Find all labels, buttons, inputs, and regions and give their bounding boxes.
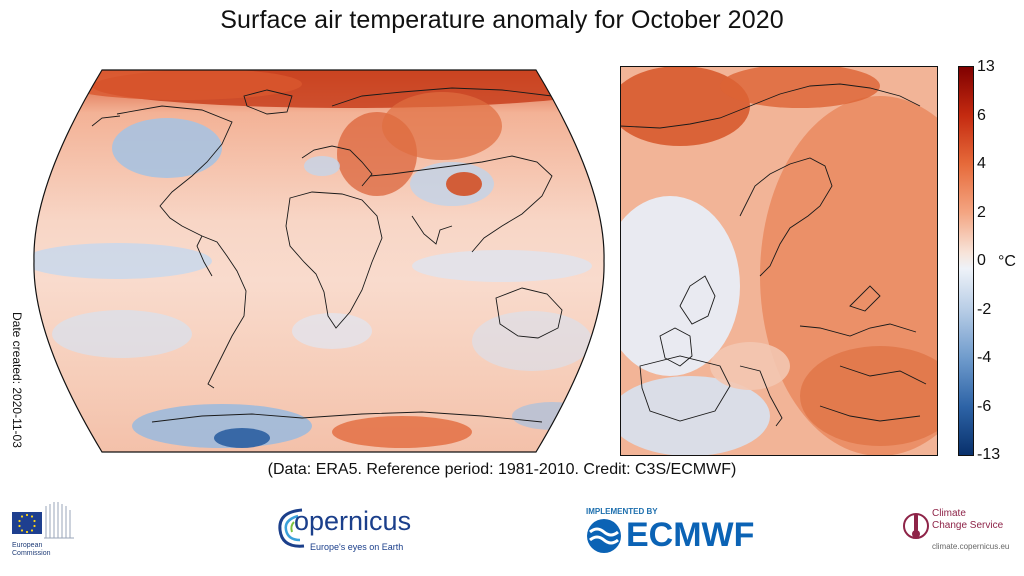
european-commission-logo: European Commission bbox=[12, 498, 76, 562]
date-created-label: Date created: 2020-11-03 bbox=[10, 312, 24, 448]
colorbar-tick: -2 bbox=[977, 301, 992, 318]
colorbar-tick: 6 bbox=[977, 107, 986, 124]
copernicus-tagline: Europe's eyes on Earth bbox=[310, 542, 404, 552]
thermometer-icon bbox=[903, 513, 929, 539]
ecmwf-logo: IMPLEMENTED BY ECMWF bbox=[586, 498, 754, 562]
europe-anomaly-map bbox=[620, 66, 938, 456]
climate-change-service-logo: Climate Change Service climate.copernicu… bbox=[902, 498, 1014, 562]
colorbar-tick: -13 bbox=[977, 446, 1001, 463]
colorbar-tick: 0 bbox=[977, 252, 986, 269]
colorbar bbox=[958, 66, 974, 456]
ecmwf-wordmark: ECMWF bbox=[626, 516, 755, 554]
colorbar-tick: 13 bbox=[977, 58, 995, 75]
chart-title: Surface air temperature anomaly for Octo… bbox=[220, 6, 784, 34]
ecmwf-wave-icon bbox=[587, 519, 621, 553]
colorbar-tick: -4 bbox=[977, 349, 992, 366]
eu-logo-text: European Commission bbox=[12, 542, 51, 557]
eu-flag-icon bbox=[12, 502, 74, 539]
copernicus-swirl-icon bbox=[278, 508, 305, 548]
colorbar-tick: -6 bbox=[977, 398, 992, 415]
c3s-url: climate.copernicus.eu bbox=[932, 542, 1010, 551]
data-credit: (Data: ERA5. Reference period: 1981-2010… bbox=[267, 461, 737, 478]
ecmwf-implemented-by: IMPLEMENTED BY bbox=[586, 507, 658, 516]
c3s-name: Climate Change Service bbox=[932, 508, 1004, 531]
global-anomaly-map bbox=[33, 69, 605, 453]
copernicus-logo: opernicus Europe's eyes on Earth bbox=[272, 498, 412, 562]
colorbar-tick: 2 bbox=[977, 204, 986, 221]
colorbar-tick: 4 bbox=[977, 155, 986, 172]
copernicus-wordmark: opernicus bbox=[294, 506, 412, 536]
colorbar-unit: °C bbox=[998, 253, 1016, 270]
